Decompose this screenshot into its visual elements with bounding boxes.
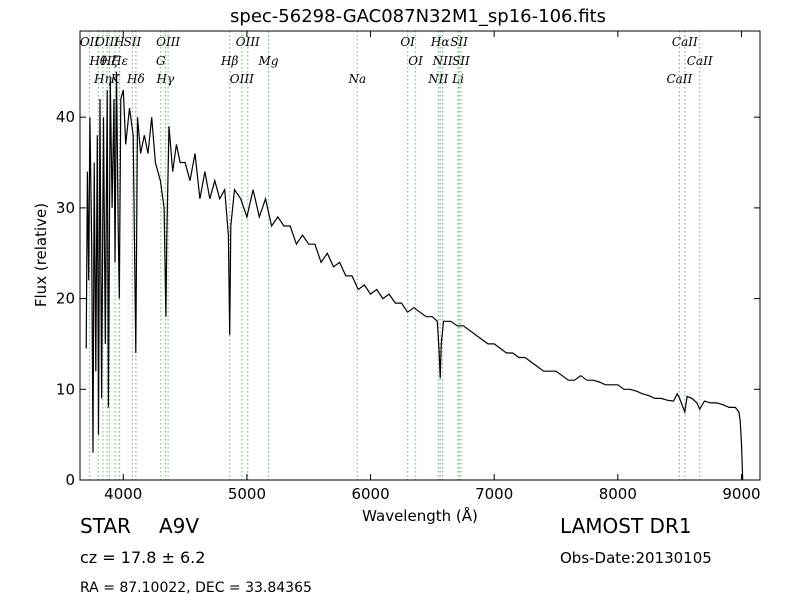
spectral-line-label: OIII	[156, 35, 180, 49]
spectral-line-label: Hβ	[220, 54, 238, 68]
spectral-line-label: K	[110, 72, 121, 86]
spectral-line-label: OIII	[95, 35, 119, 49]
spectral-line-label: SII	[450, 35, 468, 49]
x-tick-label: 8000	[599, 485, 637, 503]
redshift-value: cz = 17.8 ± 6.2	[80, 548, 206, 567]
spectral-line-label: OIII	[230, 72, 254, 86]
object-class: STAR	[80, 514, 131, 538]
spectral-line-markers	[88, 31, 701, 480]
spectral-line-label: Hη	[93, 72, 112, 86]
chart-title: spec-56298-GAC087N32M1_sp16-106.fits	[230, 6, 606, 27]
coordinates: RA = 87.10022, DEC = 33.84365	[80, 580, 312, 596]
spectral-line-label: Na	[347, 72, 366, 86]
x-tick-label: 6000	[351, 485, 389, 503]
x-axis-ticks: 4000 5000 6000 7000 8000 9000	[104, 31, 761, 503]
spectral-line-label: CaII	[666, 72, 692, 86]
observation-date: Obs-Date:20130105	[560, 549, 712, 567]
spectral-line-label: Hζ	[100, 54, 119, 68]
x-axis-label: Wavelength (Å)	[362, 506, 478, 525]
y-tick-label: 30	[56, 199, 75, 217]
spectral-line-label: Hθ	[88, 54, 107, 68]
y-tick-label: 0	[65, 471, 75, 489]
spectral-line-label: SII	[124, 35, 142, 49]
spectral-line-labels: OII Hθ Hη OIII Hζ K H Hε Hδ SII G Hγ OIII Hβ OIII OIII M…	[80, 35, 713, 86]
spectral-line-label: CaII	[672, 35, 698, 49]
spectral-line-label: NII	[427, 72, 448, 86]
x-tick-label: 9000	[722, 485, 760, 503]
x-tick-label: 7000	[475, 485, 513, 503]
spectral-line-label: G	[156, 54, 166, 68]
spectral-line-label: OII	[80, 35, 100, 49]
x-tick-label: 4000	[104, 485, 142, 503]
y-tick-label: 40	[56, 108, 75, 126]
spectrum-line	[85, 71, 744, 481]
spectral-line-label: Hδ	[126, 72, 145, 86]
spectral-line-label: Mg	[258, 54, 279, 68]
object-subclass: A9V	[159, 514, 200, 538]
spectral-line-label: OI	[400, 35, 415, 49]
y-tick-label: 20	[56, 290, 75, 308]
spectral-line-label: NII	[432, 54, 453, 68]
spectral-line-label: Hα	[430, 35, 450, 49]
spectral-line-label: H	[113, 35, 125, 49]
y-axis-label: Flux (relative)	[32, 203, 50, 307]
spectral-line-label: CaII	[687, 54, 713, 68]
spectral-line-label: Li	[451, 72, 464, 86]
spectral-line-label: OIII	[236, 35, 260, 49]
spectral-line-label: OI	[408, 54, 423, 68]
y-axis-ticks: 0 10 20 30 40	[56, 108, 760, 489]
spectral-line-label: Hγ	[155, 72, 174, 86]
plot-frame	[79, 30, 761, 481]
spectral-line-label: Hε	[110, 54, 128, 68]
x-tick-label: 5000	[228, 485, 266, 503]
survey-name: LAMOST DR1	[560, 514, 692, 538]
y-tick-label: 10	[56, 380, 75, 398]
spectral-line-label: SII	[452, 54, 470, 68]
